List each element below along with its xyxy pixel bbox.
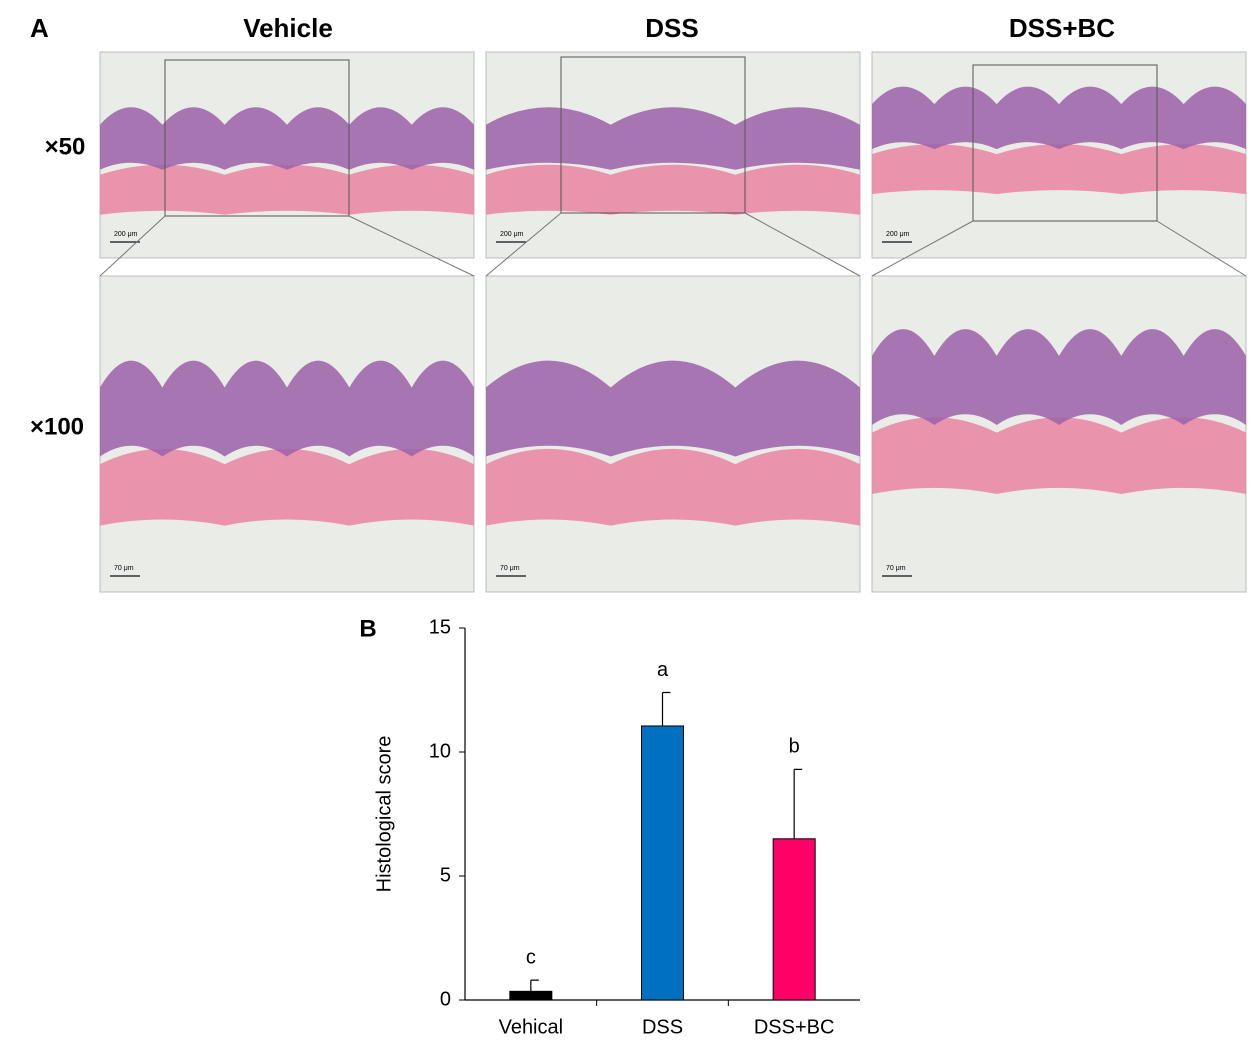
scale-bar-label: 200 μm (114, 231, 138, 238)
scale-bar-label: 70 μm (500, 565, 520, 572)
panel-label: A (30, 13, 49, 43)
column-title: DSS+BC (1009, 13, 1115, 43)
tissue-mucosa (486, 107, 860, 170)
zoom-line (485, 212, 562, 277)
tissue-mucosa (872, 86, 1246, 150)
tissue-muscle (486, 164, 860, 215)
y-axis-title: Histological score (373, 736, 395, 893)
row-label: ×50 (45, 133, 86, 160)
zoom-line (348, 215, 475, 277)
zoom-box (560, 56, 746, 214)
bar (641, 725, 684, 1001)
column-title: DSS (645, 13, 698, 43)
scale-bar-label: 70 μm (886, 565, 906, 572)
tissue-mucosa (486, 360, 860, 457)
scale-bar-label: 70 μm (114, 565, 134, 572)
x-tick-label: DSS (642, 1016, 683, 1038)
y-tick-label: 5 (440, 864, 451, 886)
y-tick-label: 10 (429, 740, 451, 762)
error-bar (793, 768, 803, 839)
significance-letter: a (657, 659, 669, 681)
tissue-muscle (486, 448, 860, 526)
tissue-muscle (100, 448, 474, 526)
zoom-line (1156, 220, 1247, 277)
y-tick-label: 0 (440, 988, 451, 1010)
zoom-line (99, 215, 166, 277)
y-tick-label: 15 (429, 616, 451, 638)
tissue-mucosa (100, 107, 474, 170)
scale-bar-label: 200 μm (886, 231, 910, 238)
x-tick-label: DSS+BC (754, 1016, 835, 1038)
bar-chart: 0 5 10 15 Vehical c DSS a DSS+BC b (429, 616, 860, 1038)
histology-panel: 200 μm 70 μm 200 μm 70 μm 200 μm 70 μm (99, 51, 1247, 593)
x-tick-label: Vehical (499, 1016, 564, 1038)
tissue-muscle (872, 144, 1246, 195)
error-bar (530, 979, 539, 992)
tissue-mucosa (872, 329, 1246, 425)
tissue-mucosa (100, 360, 474, 457)
panel-label: B (359, 615, 376, 642)
zoom-line (744, 212, 861, 277)
scale-bar-label: 200 μm (500, 231, 524, 238)
tissue-muscle (100, 164, 474, 215)
row-label: ×100 (30, 413, 84, 440)
significance-letter: b (789, 736, 800, 758)
column-title: Vehicle (243, 13, 333, 43)
significance-letter: c (526, 946, 536, 968)
bar (509, 990, 553, 1001)
bar (772, 838, 816, 1001)
zoom-box (972, 64, 1158, 222)
tissue-muscle (872, 417, 1246, 494)
zoom-line (871, 220, 974, 277)
zoom-box (164, 59, 350, 217)
error-bar (661, 691, 671, 726)
